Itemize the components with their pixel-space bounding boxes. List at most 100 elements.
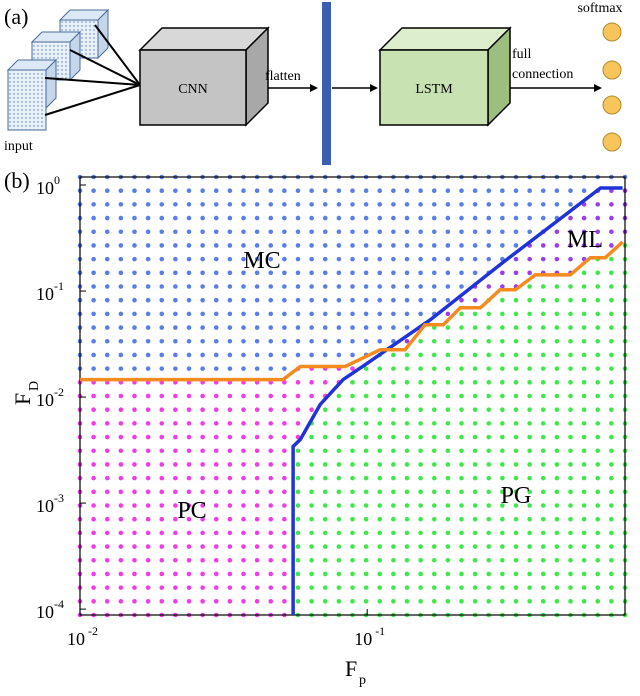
phase-dot [459, 571, 464, 577]
phase-dot [459, 338, 464, 344]
phase-dot [363, 434, 369, 440]
phase-dot [554, 256, 560, 262]
phase-dot [568, 188, 573, 193]
phase-dot [145, 557, 151, 563]
phase-dot [581, 393, 587, 399]
phase-dot [404, 557, 410, 563]
phase-dot [282, 243, 287, 248]
phase-dot [173, 297, 178, 303]
phase-dot [309, 489, 314, 495]
phase-dot [336, 503, 342, 508]
phase-dot [513, 311, 519, 317]
phase-dot [540, 530, 546, 536]
phase-dot [445, 571, 451, 577]
phase-dot [431, 407, 437, 412]
phase-dot [459, 434, 464, 440]
phase-dot [200, 352, 205, 358]
phase-dot [486, 407, 492, 412]
phase-dot [595, 202, 601, 207]
phase-dot [268, 599, 274, 604]
panel-a: (a) input CNN flatten LSTM full connecti… [4, 1, 623, 165]
phase-dot [132, 325, 137, 330]
phase-dot [241, 475, 246, 481]
phase-dot [91, 215, 96, 221]
phase-dot [282, 530, 287, 536]
phase-dot [213, 393, 219, 399]
phase-dot [336, 407, 342, 412]
phase-dot [322, 448, 328, 454]
phase-dot [200, 421, 205, 426]
phase-dot [200, 516, 205, 522]
phase-dot [391, 393, 396, 399]
phase-dot [554, 489, 560, 495]
phase-dot [363, 462, 369, 467]
phase-dot [322, 475, 328, 481]
phase-dot [568, 585, 573, 590]
phase-dot [513, 571, 519, 577]
phase-dot [609, 215, 614, 221]
phase-dot [254, 284, 260, 289]
phase-dot [282, 503, 287, 508]
phase-dot [213, 352, 219, 358]
phase-dot [568, 284, 573, 289]
phase-dot [350, 544, 355, 549]
phase-dot [472, 215, 478, 221]
phase-dot [568, 229, 573, 235]
phase-dot [104, 489, 110, 495]
arrow-head [370, 84, 378, 92]
cnn-box [138, 26, 270, 127]
phase-dot [554, 229, 560, 235]
phase-dot [472, 585, 478, 590]
phase-dot [173, 557, 178, 563]
phase-dot [445, 202, 451, 207]
phase-dot [104, 366, 110, 371]
phase-dot [336, 270, 342, 276]
phase-dot [445, 338, 451, 344]
phase-dot [431, 229, 437, 235]
phase-dot [377, 475, 383, 481]
phase-dot [145, 516, 151, 522]
phase-dot [336, 530, 342, 536]
phase-dot [500, 421, 505, 426]
phase-dot [145, 407, 151, 412]
phase-dot [486, 599, 492, 604]
phase-dot [513, 338, 519, 344]
phase-dot [540, 202, 546, 207]
phase-dot [132, 202, 137, 207]
phase-dot [350, 256, 355, 262]
phase-dot [554, 338, 560, 344]
phase-dot [159, 202, 165, 207]
phase-dot [200, 256, 205, 262]
phase-dot [431, 503, 437, 508]
phase-dot [363, 489, 369, 495]
lstm-label: LSTM [415, 82, 453, 97]
phase-dot [309, 325, 314, 330]
phase-dot [431, 366, 437, 371]
phase-dot [213, 202, 219, 207]
phase-dot [132, 229, 137, 235]
phase-dot [513, 516, 519, 522]
phase-dot [145, 599, 151, 604]
phase-dot [104, 421, 110, 426]
phase-dot [241, 366, 246, 371]
phase-dot [336, 475, 342, 481]
phase-dot [309, 599, 314, 604]
phase-dot [500, 202, 505, 207]
region-label: MC [243, 248, 280, 274]
phase-dot [213, 585, 219, 590]
phase-dot [500, 434, 505, 440]
phase-dot [295, 571, 301, 577]
phase-dot [486, 352, 492, 358]
phase-dot [595, 407, 601, 412]
phase-dot [295, 256, 301, 262]
phase-dot [309, 516, 314, 522]
phase-dot [472, 516, 478, 522]
phase-dot [377, 516, 383, 522]
phase-dot [472, 352, 478, 358]
phase-dot [213, 366, 219, 371]
phase-dot [227, 421, 233, 426]
phase-dot [132, 338, 137, 344]
phase-dot [418, 188, 423, 193]
phase-dot [145, 270, 151, 276]
phase-dot [254, 202, 260, 207]
